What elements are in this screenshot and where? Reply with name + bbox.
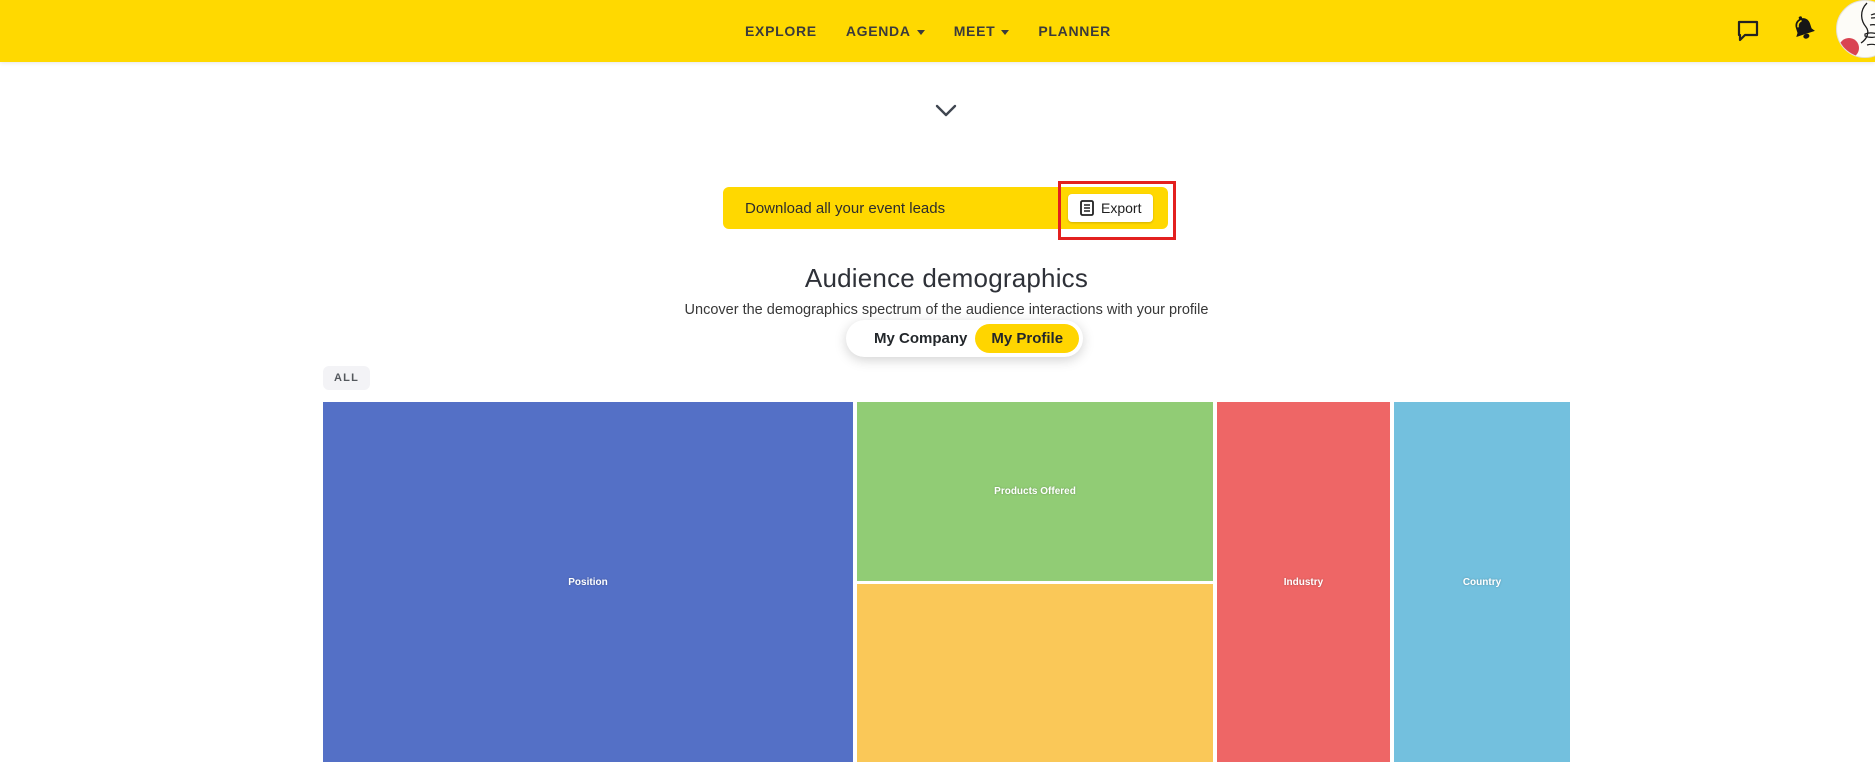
treemap-node[interactable] — [857, 584, 1213, 762]
treemap-node-label: Position — [568, 577, 607, 588]
caret-down-icon — [1001, 30, 1009, 35]
toggle-option-my-profile[interactable]: My Profile — [975, 324, 1079, 353]
treemap-node[interactable]: Products Offered — [857, 402, 1213, 581]
page-subtitle: Uncover the demographics spectrum of the… — [18, 302, 1875, 318]
export-button-label: Export — [1101, 200, 1141, 216]
treemap-node[interactable]: Position — [323, 402, 853, 762]
download-leads-text: Download all your event leads — [745, 200, 945, 217]
treemap-node-label: Country — [1463, 577, 1501, 588]
chevron-down-icon[interactable] — [933, 102, 959, 122]
download-leads-banner: Download all your event leads Export — [723, 187, 1168, 229]
treemap-node[interactable]: Country — [1394, 402, 1570, 762]
nav-item-label: MEET — [954, 23, 996, 39]
treemap: Position Products Offered Industry Country — [323, 402, 1570, 762]
document-icon — [1080, 200, 1094, 216]
main-nav: EXPLORE AGENDA MEET PLANNER — [745, 0, 1111, 62]
page-title: Audience demographics — [18, 263, 1875, 294]
nav-item-label: AGENDA — [846, 23, 911, 39]
treemap-node-label: Products Offered — [994, 486, 1076, 497]
avatar-status-badge — [1839, 38, 1859, 58]
treemap-node[interactable]: Industry — [1217, 402, 1390, 762]
nav-item-planner[interactable]: PLANNER — [1038, 23, 1111, 39]
user-avatar[interactable] — [1836, 0, 1875, 58]
audience-scope-toggle: My Company My Profile — [846, 320, 1083, 357]
nav-item-agenda[interactable]: AGENDA — [846, 23, 925, 39]
chat-icon[interactable] — [1735, 17, 1761, 48]
nav-item-label: EXPLORE — [745, 23, 817, 39]
bell-icon[interactable] — [1789, 14, 1819, 49]
export-button[interactable]: Export — [1068, 194, 1153, 222]
toggle-option-my-company[interactable]: My Company — [846, 330, 975, 347]
top-navbar: EXPLORE AGENDA MEET PLANNER — [0, 0, 1875, 62]
nav-item-explore[interactable]: EXPLORE — [745, 23, 817, 39]
filter-tab-all[interactable]: ALL — [323, 366, 370, 390]
nav-item-meet[interactable]: MEET — [954, 23, 1010, 39]
nav-item-label: PLANNER — [1038, 23, 1111, 39]
treemap-node-label: Industry — [1284, 577, 1323, 588]
caret-down-icon — [917, 30, 925, 35]
